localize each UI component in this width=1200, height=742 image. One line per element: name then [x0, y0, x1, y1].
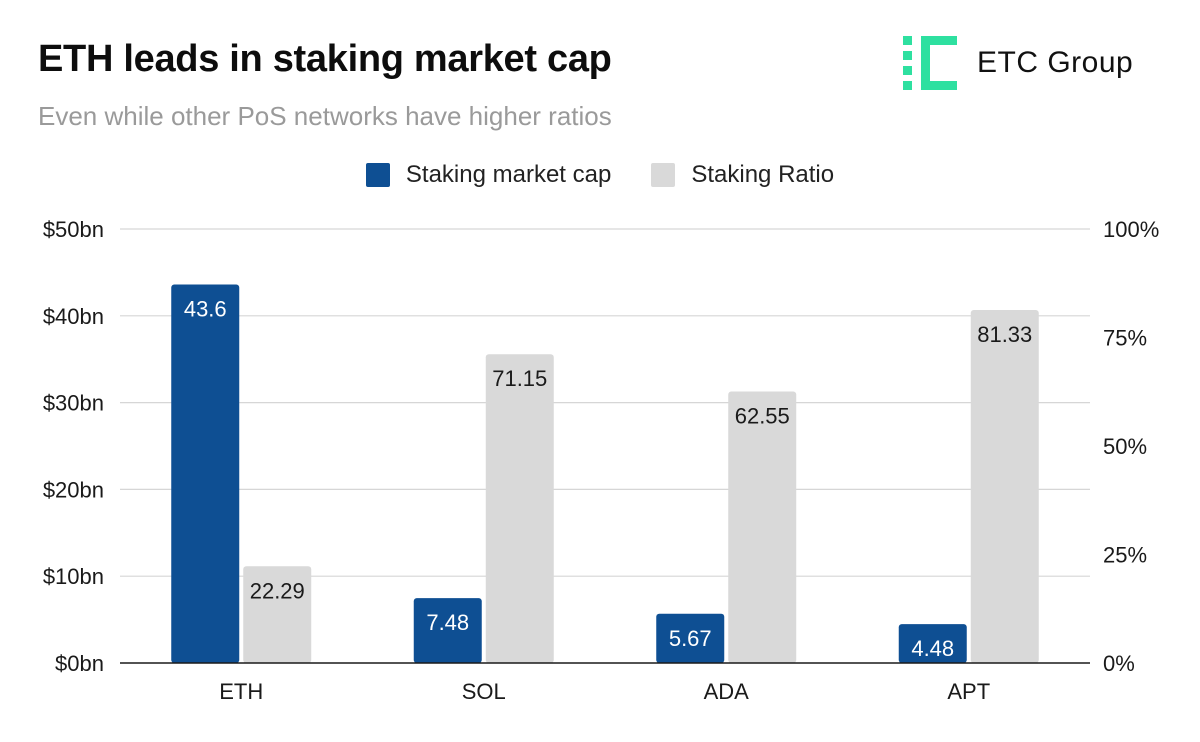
y-left-tick-label: $20bn: [43, 477, 104, 502]
logo-shape: [930, 81, 957, 90]
y-left-tick-label: $10bn: [43, 564, 104, 589]
data-label-staking-market-cap: 4.48: [911, 636, 954, 661]
bar-staking-ratio: [243, 566, 312, 663]
logo-shape: [903, 66, 912, 75]
legend-item-market-cap: Staking market cap: [365, 161, 612, 189]
legend-swatch-staking-ratio: [651, 163, 676, 187]
logo-shape: [903, 36, 912, 45]
y-left-tick-label: $0bn: [55, 651, 104, 676]
y-left-tick-label: $40bn: [43, 304, 104, 329]
legend-swatch-market-cap: [365, 163, 390, 187]
data-label-staking-ratio: 81.33: [977, 322, 1032, 347]
chart-title: ETH leads in staking market cap: [38, 38, 612, 80]
y-right-tick-label: 50%: [1103, 434, 1147, 459]
y-right-tick-label: 0%: [1103, 651, 1135, 676]
y-left-tick-label: $30bn: [43, 391, 104, 416]
bar-staking-ratio: [970, 310, 1039, 663]
data-label-staking-market-cap: 7.48: [426, 610, 469, 635]
data-label-staking-market-cap: 5.67: [669, 626, 712, 651]
y-right-tick-label: 25%: [1103, 543, 1147, 568]
bar-staking-ratio: [485, 354, 554, 663]
y-left-tick-label: $50bn: [43, 217, 104, 242]
bar-staking-market-cap: [898, 624, 967, 663]
data-label-staking-ratio: 62.55: [735, 404, 790, 429]
logo-shape: [921, 36, 930, 90]
legend-label-market-cap: Staking market cap: [405, 161, 612, 188]
logo-shape: [903, 81, 912, 90]
legend-label-staking-ratio: Staking Ratio: [691, 161, 835, 188]
chart-subtitle: Even while other PoS networks have highe…: [38, 101, 612, 131]
brand-name: ETC Group: [977, 46, 1134, 79]
chart-legend: Staking market cap Staking Ratio: [0, 160, 1200, 190]
brand: ETC Group: [903, 36, 1133, 90]
y-right-tick-label: 100%: [1103, 217, 1159, 242]
logo-shape: [903, 51, 912, 60]
data-label-staking-ratio: 71.15: [492, 366, 547, 391]
data-label-staking-ratio: 22.29: [250, 578, 305, 603]
x-tick-label: APT: [947, 679, 990, 704]
x-tick-label: SOL: [462, 679, 506, 704]
y-right-tick-label: 75%: [1103, 326, 1147, 351]
legend-item-staking-ratio: Staking Ratio: [651, 161, 834, 189]
bar-staking-market-cap: [171, 284, 240, 663]
bar-staking-ratio: [728, 391, 797, 663]
bar-staking-market-cap: [413, 598, 482, 663]
etc-group-logo-icon: [903, 36, 957, 90]
bar-staking-market-cap: [656, 613, 725, 663]
x-tick-label: ETH: [219, 679, 263, 704]
x-tick-label: ADA: [704, 679, 750, 704]
logo-shape: [930, 36, 957, 45]
data-label-staking-market-cap: 43.6: [184, 297, 227, 322]
